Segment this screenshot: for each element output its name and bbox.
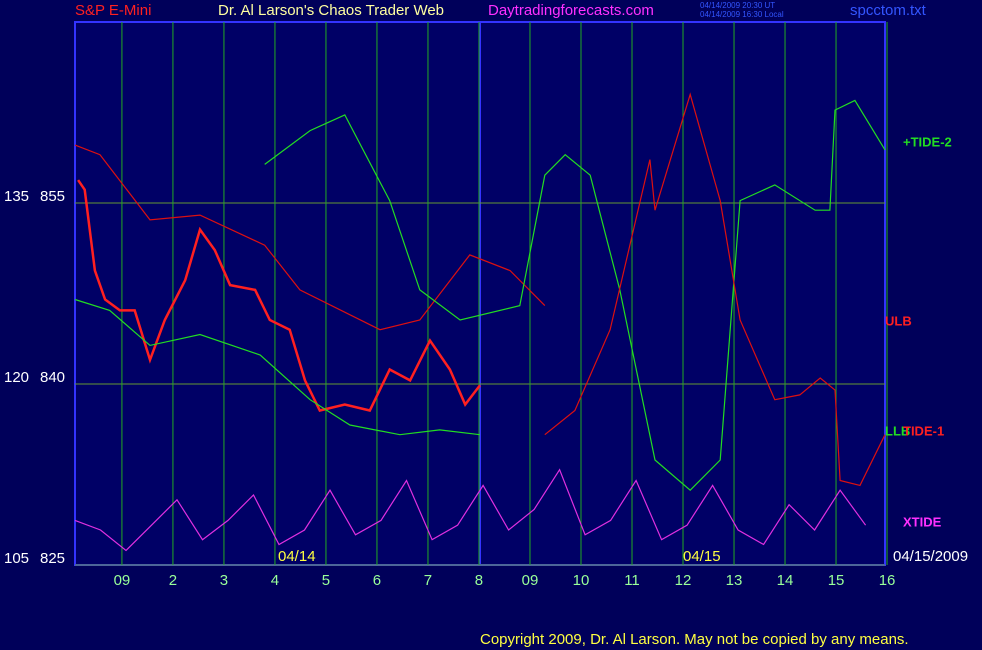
- x-tick-label: 13: [726, 572, 743, 589]
- series-line: [77, 179, 481, 412]
- x-tick-label: 5: [322, 572, 330, 589]
- x-tick-label: 16: [879, 572, 896, 589]
- legend-label: XTIDE: [903, 514, 942, 529]
- y-tick-label: 855: [40, 188, 65, 205]
- date-label: 04/15: [683, 548, 721, 565]
- x-tick-label: 6: [373, 572, 381, 589]
- legend-label: TIDE-1: [903, 423, 944, 438]
- band-label: LLB: [885, 423, 910, 438]
- timestamp: 04/14/2009 20:30 UT: [700, 1, 775, 10]
- y2-tick-label: 120: [4, 369, 29, 386]
- x-tick-label: 7: [424, 572, 432, 589]
- timestamp: 04/14/2009 16:30 Local: [700, 10, 784, 19]
- x-tick-label: 15: [828, 572, 845, 589]
- x-tick-label: 11: [624, 572, 640, 589]
- chart-title: Dr. Al Larson's Chaos Trader Web: [218, 2, 444, 19]
- series-line: [74, 144, 546, 331]
- x-tick-label: 2: [169, 572, 177, 589]
- y-tick-label: 825: [40, 550, 65, 567]
- date-label: 04/15/2009: [893, 548, 968, 565]
- x-tick-label: 09: [114, 572, 131, 589]
- subtitle: S&P E-Mini: [75, 2, 151, 19]
- x-tick-label: 4: [271, 572, 279, 589]
- x-tick-label: 3: [220, 572, 228, 589]
- y2-tick-label: 105: [4, 550, 29, 567]
- x-tick-label: 8: [475, 572, 483, 589]
- x-tick-label: 09: [522, 572, 539, 589]
- x-tick-label: 14: [777, 572, 794, 589]
- legend-label: +TIDE-2: [903, 134, 952, 149]
- x-tick-label: 10: [573, 572, 590, 589]
- site: Daytradingforecasts.com: [488, 2, 654, 19]
- series-line: [74, 298, 481, 436]
- copyright: Copyright 2009, Dr. Al Larson. May not b…: [480, 631, 909, 648]
- band-label: ULB: [885, 313, 912, 328]
- file-name: spcctom.txt: [850, 2, 927, 19]
- y-tick-label: 840: [40, 369, 65, 386]
- series-line: [544, 92, 886, 487]
- series-line: [74, 468, 867, 552]
- x-tick-label: 12: [675, 572, 692, 589]
- date-label: 04/14: [278, 548, 316, 565]
- y2-tick-label: 135: [4, 188, 29, 205]
